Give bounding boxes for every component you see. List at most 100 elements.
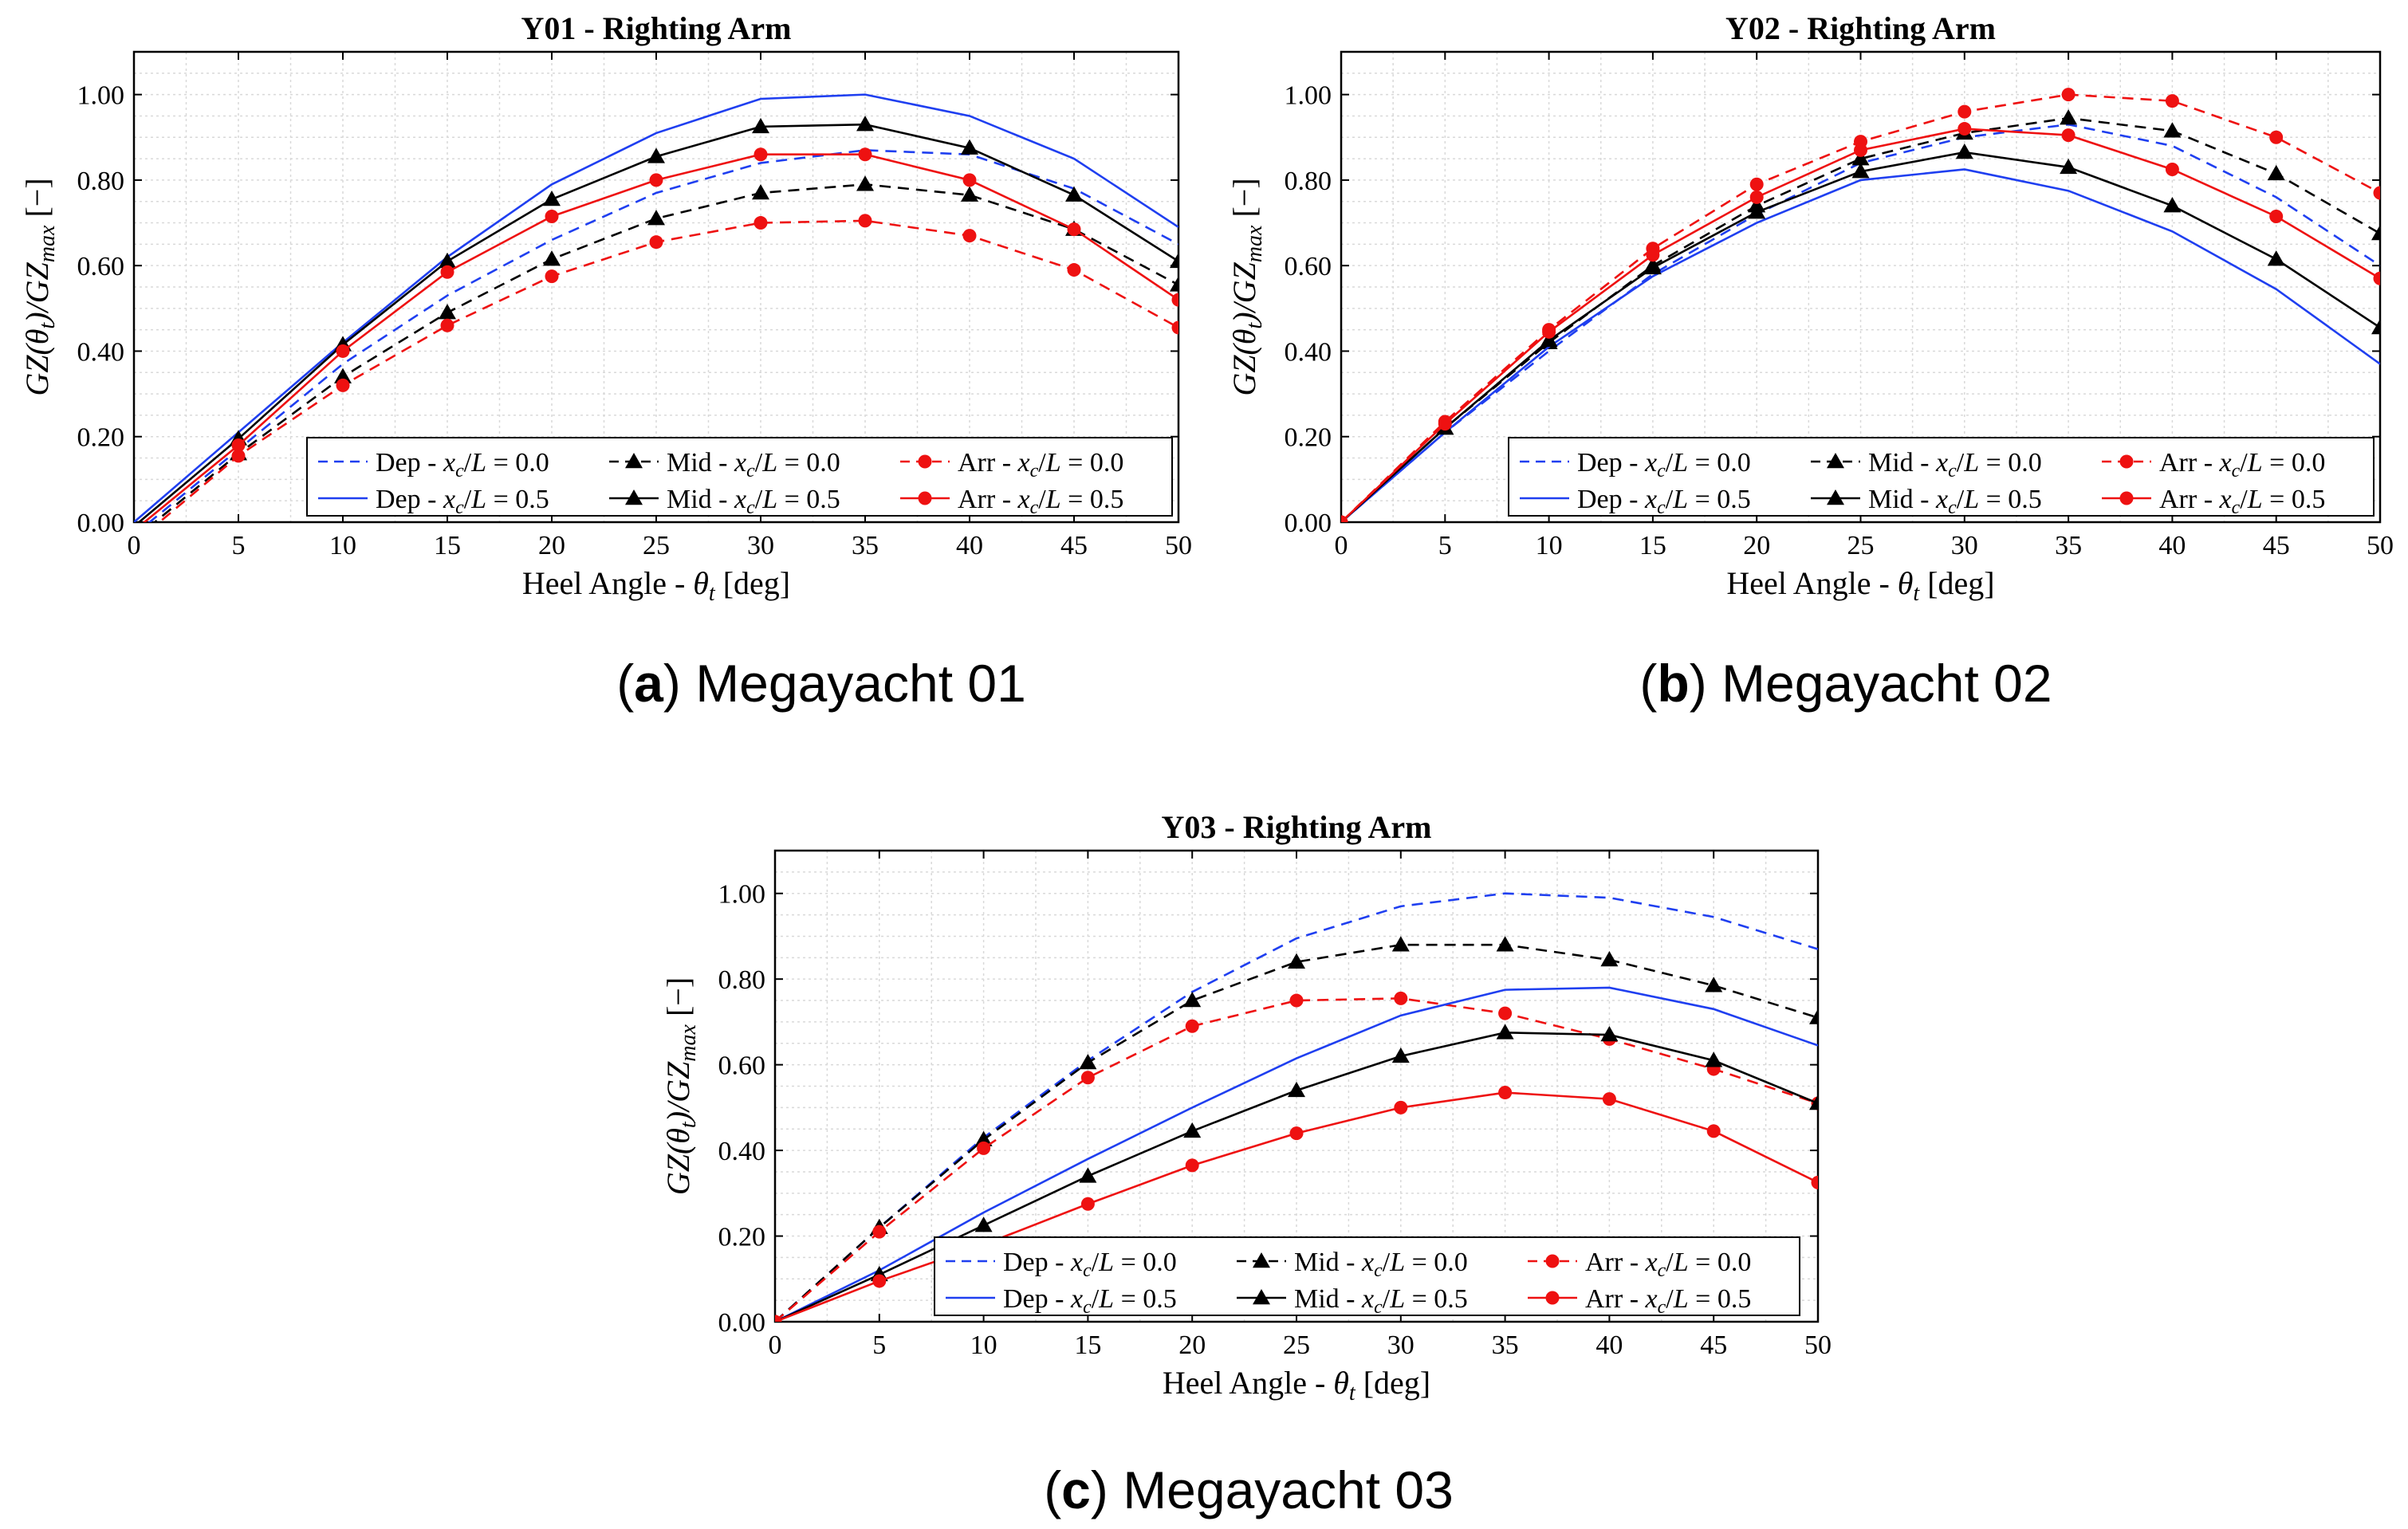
legend-label-var2: L <box>1673 1284 1689 1314</box>
y-tick-label: 0.20 <box>77 423 125 453</box>
chart-title: Y03 - Righting Arm <box>1162 809 1432 845</box>
y-axis-label-sub: max <box>35 225 60 262</box>
legend-label: Mid - xc/L = 0.0 <box>1868 448 2042 481</box>
legend: Dep - xc/L = 0.0 Mid - xc/L = 0.0 Arr - xc… <box>306 437 1173 518</box>
data-point <box>1185 1019 1199 1033</box>
legend-label-sub: c <box>1658 1297 1666 1318</box>
y-tick-label: 0.40 <box>77 337 125 367</box>
data-point <box>1749 177 1764 191</box>
data-point <box>872 1274 887 1288</box>
legend-label: Arr - xc/L = 0.0 <box>2159 448 2325 481</box>
caption-text: ) Megayacht 01 <box>663 654 1026 713</box>
legend-label-var: x <box>734 448 746 478</box>
x-axis-label-sub: t <box>1913 581 1920 606</box>
legend-label-var2: L <box>1045 448 1061 478</box>
legend-label-var2: L <box>2247 485 2263 514</box>
legend-label-value: = 0.0 <box>1061 448 1124 478</box>
data-point <box>1646 248 1660 262</box>
series-line-4 <box>134 93 1178 522</box>
legend-label-var2: L <box>761 485 777 514</box>
legend-label-var: x <box>1645 1284 1658 1314</box>
data-point <box>752 117 769 134</box>
legend-label-value: = 0.5 <box>1061 485 1124 514</box>
legend-label-prefix: Dep - <box>1577 448 1645 478</box>
x-tick-label: 45 <box>1060 531 1088 560</box>
x-tick-label: 15 <box>1074 1331 1101 1360</box>
y-axis-label-sub: t <box>676 1121 701 1128</box>
legend-label-value: = 0.5 <box>1405 1284 1468 1314</box>
legend-label-value: = 0.5 <box>777 485 840 514</box>
legend-label-sub: c <box>1948 497 1957 518</box>
data-point <box>1643 258 1662 275</box>
data-point <box>231 449 246 463</box>
y-tick-label: 1.00 <box>77 81 125 111</box>
y-tick-label: 0.60 <box>1285 252 1332 281</box>
legend-label-sub: c <box>1083 1297 1092 1318</box>
data-point <box>1602 1092 1616 1106</box>
data-point <box>2060 158 2078 175</box>
legend-label-rest: / <box>1957 448 1965 478</box>
data-point <box>1496 1024 1514 1040</box>
legend-label-var2: L <box>1672 448 1688 478</box>
x-tick-label: 30 <box>1951 531 1978 560</box>
legend: Dep - xc/L = 0.0 Mid - xc/L = 0.0 Arr - xc… <box>1508 437 2375 518</box>
x-axis-label: Heel Angle - θt [deg] <box>1163 1365 1430 1405</box>
y-axis-label-part: GZ(θ <box>1226 329 1262 396</box>
legend-label-sub: c <box>1657 461 1666 481</box>
legend-label-value: = 0.0 <box>1114 1248 1177 1277</box>
legend-label-prefix: Mid - <box>667 448 734 478</box>
x-axis-label-theta: θ <box>693 565 709 601</box>
x-tick-label: 45 <box>1700 1331 1727 1360</box>
legend-label: Arr - xc/L = 0.5 <box>2159 485 2325 518</box>
series-line-1 <box>148 149 1178 522</box>
data-point <box>1705 1051 1723 1067</box>
data-point <box>545 269 559 284</box>
y-tick-label: 0.20 <box>1285 423 1332 453</box>
legend-label-var2: L <box>1963 448 1979 478</box>
data-point <box>1079 1167 1097 1183</box>
series-line-4 <box>775 986 1818 1322</box>
legend-label-value: = 0.0 <box>1689 1248 1752 1277</box>
data-point <box>1809 1094 1818 1110</box>
data-point <box>1391 936 1410 952</box>
data-point <box>2061 128 2076 143</box>
data-point <box>1957 104 1972 119</box>
data-point <box>1854 143 1867 157</box>
data-point <box>649 173 663 187</box>
data-point <box>2163 122 2182 138</box>
x-tick-label: 25 <box>1283 1331 1310 1360</box>
y-tick-label: 0.00 <box>77 509 125 538</box>
data-point <box>1811 1175 1818 1189</box>
legend-label-var: x <box>1070 1284 1083 1314</box>
data-point <box>1498 1006 1513 1020</box>
data-point <box>1289 993 1304 1008</box>
caption-letter: b <box>1657 654 1689 713</box>
legend-label-var: x <box>1644 448 1657 478</box>
x-axis-label-part: Heel Angle - <box>1163 1365 1333 1401</box>
data-point <box>775 1315 782 1322</box>
legend-label-var2: L <box>2247 448 2263 478</box>
y-axis-label: GZ(θt)/GZmax [−] <box>1226 178 1267 395</box>
data-point <box>440 265 454 279</box>
x-axis-label-part: [deg] <box>715 565 790 601</box>
legend-label-var2: L <box>761 448 777 478</box>
legend-label: Dep - xc/L = 0.0 <box>1577 448 1751 481</box>
legend-label-sub: c <box>746 461 755 481</box>
x-tick-label: 0 <box>128 531 141 560</box>
legend-label-sub: c <box>1083 1260 1092 1281</box>
series-line-4 <box>1341 168 2380 522</box>
chart-title: Y02 - Righting Arm <box>1725 10 1996 46</box>
data-point <box>961 139 978 155</box>
legend-label: Arr - xc/L = 0.0 <box>958 448 1123 481</box>
legend-label-var: x <box>2219 448 2232 478</box>
legend-label-value: = 0.0 <box>1688 448 1751 478</box>
legend-label-var2: L <box>470 485 486 514</box>
legend-label: Mid - xc/L = 0.5 <box>1868 485 2042 518</box>
y-tick-label: 1.00 <box>718 880 766 910</box>
legend-marker <box>1827 453 1844 469</box>
panel-caption: (c) Megayacht 03 <box>1044 1460 1454 1519</box>
x-tick-label: 50 <box>1165 531 1192 560</box>
data-point <box>2165 94 2179 108</box>
legend-marker <box>625 453 643 469</box>
legend-label: Arr - xc/L = 0.5 <box>1585 1284 1751 1318</box>
